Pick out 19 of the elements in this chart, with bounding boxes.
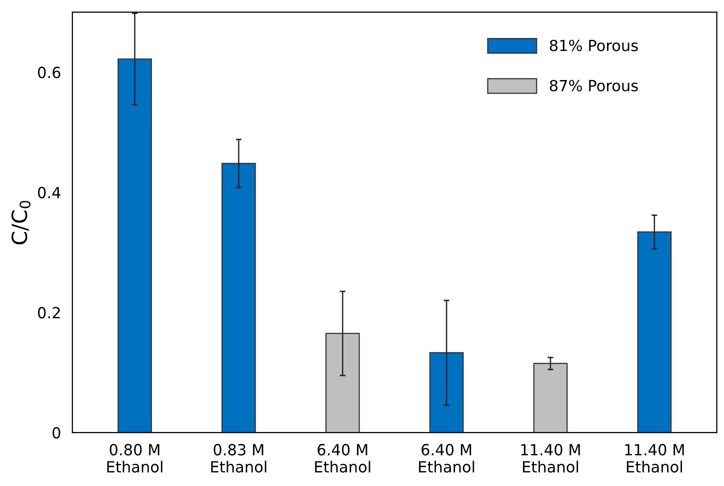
bar — [637, 231, 672, 433]
bar — [118, 58, 152, 433]
bar — [533, 362, 568, 433]
x-tick-label: 11.40 M Ethanol — [625, 444, 684, 473]
x-tick-label: 6.40 M Ethanol — [315, 444, 370, 473]
y-tick-label: 0.4 — [38, 186, 60, 198]
y-tick-label: 0.6 — [38, 66, 60, 78]
bar — [325, 332, 360, 433]
x-tick-label: 11.40 M Ethanol — [521, 444, 580, 473]
legend-label: 81% Porous — [550, 40, 638, 52]
x-tick-label: 0.83 M Ethanol — [211, 444, 266, 473]
y-tick-label: 0.2 — [38, 306, 60, 318]
x-tick-label: 6.40 M Ethanol — [419, 444, 474, 473]
legend-label: 87% Porous — [550, 80, 638, 92]
x-tick-label: 0.80 M Ethanol — [107, 444, 162, 473]
bar — [429, 352, 464, 433]
bar — [222, 162, 256, 433]
y-axis-title: C/C$_{0}$ — [11, 200, 31, 244]
y-tick-label: 0 — [52, 427, 60, 439]
